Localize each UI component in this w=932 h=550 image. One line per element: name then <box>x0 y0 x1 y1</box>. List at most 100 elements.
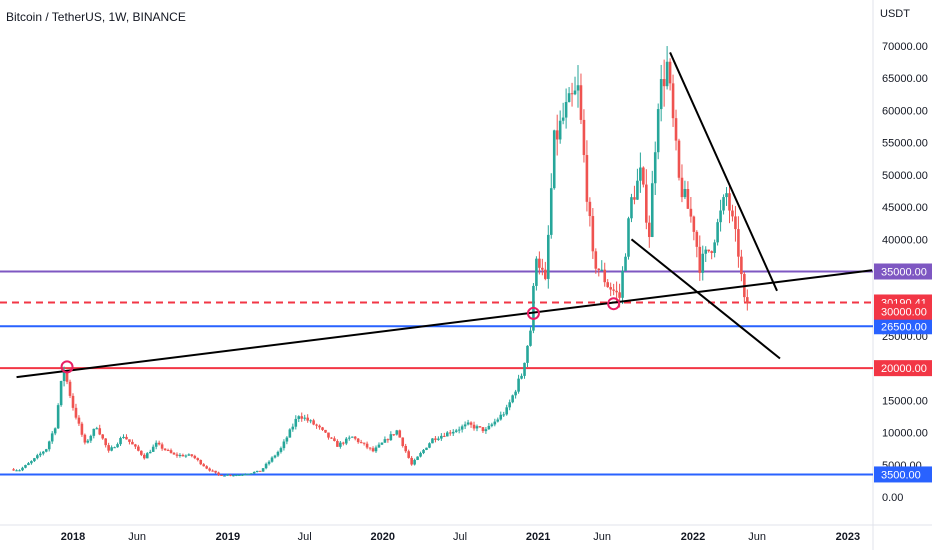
candle-body <box>270 457 274 462</box>
candle-body <box>659 79 663 110</box>
candle-body <box>487 425 491 430</box>
candle-body <box>419 453 422 457</box>
touch-marker <box>60 360 74 374</box>
candles-layer <box>12 46 749 477</box>
candle-body <box>728 193 731 211</box>
candle-body <box>567 93 571 102</box>
candle-body <box>324 429 327 433</box>
candle-body <box>285 437 289 442</box>
candle-body <box>243 474 247 476</box>
candle-body <box>734 216 737 230</box>
candle-body <box>555 130 559 140</box>
candle-body <box>674 118 678 141</box>
candle-body <box>383 439 387 443</box>
level-price-tag <box>874 318 932 335</box>
candle-body <box>342 442 345 444</box>
candle-body <box>184 455 188 457</box>
candle-body <box>538 258 541 268</box>
candle-body <box>377 444 381 448</box>
candle-body <box>44 449 48 452</box>
candle-body <box>508 402 511 408</box>
candle-body <box>511 395 514 403</box>
candle-body <box>746 297 749 304</box>
candle-body <box>612 289 615 291</box>
time-tick-label: Jul <box>298 531 312 543</box>
time-tick-label: 2018 <box>61 531 85 543</box>
candle-body <box>294 418 298 427</box>
candle-body <box>65 370 69 382</box>
time-tick-label: 2021 <box>526 531 550 543</box>
candle-body <box>246 473 250 475</box>
candle-body <box>645 184 648 223</box>
level-price-tag <box>874 263 932 280</box>
candle-body <box>315 424 318 426</box>
candle-body <box>701 253 705 273</box>
candle-body <box>137 446 140 451</box>
price-tick-label: 40000.00 <box>882 234 928 246</box>
time-tick-label: Jul <box>453 531 467 543</box>
candle-body <box>15 470 18 472</box>
candle-body <box>80 423 84 435</box>
price-tick-label: 45000.00 <box>882 202 928 214</box>
candle-body <box>490 424 494 426</box>
candle-body <box>336 440 339 447</box>
candle-body <box>710 251 713 253</box>
candle-body <box>33 458 36 462</box>
candle-body <box>633 197 636 200</box>
candle-body <box>671 83 675 119</box>
candle-body <box>68 381 72 396</box>
candle-body <box>499 414 503 420</box>
candle-body <box>21 467 24 471</box>
time-tick-label: Jun <box>128 531 146 543</box>
price-tick-label: 60000.00 <box>882 105 928 117</box>
candle-body <box>368 447 372 449</box>
candle-body <box>549 188 553 235</box>
candle-body <box>683 189 687 198</box>
candle-body <box>704 249 708 254</box>
candle-body <box>193 455 197 459</box>
time-tick-label: 2022 <box>681 531 705 543</box>
candle-body <box>493 421 497 425</box>
candle-body <box>677 140 681 178</box>
touch-marker <box>607 297 621 311</box>
candle-body <box>50 433 54 442</box>
markers-layer <box>60 297 621 374</box>
candle-body <box>330 437 333 439</box>
candle-body <box>142 454 146 459</box>
candle-body <box>59 381 63 406</box>
candle-body <box>267 461 271 464</box>
time-tick-label: 2023 <box>836 531 860 543</box>
candle-body <box>98 428 102 435</box>
candle-body <box>148 451 152 454</box>
candle-body <box>642 167 645 185</box>
candle-body <box>101 434 105 439</box>
candle-body <box>279 448 283 452</box>
candle-body <box>603 269 607 283</box>
candle-body <box>523 362 526 376</box>
candle-body <box>579 85 583 120</box>
candle-body <box>53 428 57 434</box>
candle-body <box>220 474 223 476</box>
candle-body <box>39 453 42 456</box>
candle-body <box>731 210 734 217</box>
candle-body <box>502 414 506 416</box>
candle-body <box>282 441 286 449</box>
candle-body <box>238 474 241 476</box>
candle-body <box>47 441 51 450</box>
candle-body <box>255 470 259 472</box>
candle-body <box>653 152 657 184</box>
candle-body <box>178 454 182 456</box>
candle-body <box>481 427 485 432</box>
candle-body <box>484 429 488 432</box>
candle-body <box>327 432 330 438</box>
candle-body <box>597 268 601 271</box>
candle-body <box>451 431 455 434</box>
candle-body <box>125 436 128 440</box>
candle-body <box>241 474 244 476</box>
candle-body <box>407 451 410 458</box>
candle-body <box>440 435 443 439</box>
candle-body <box>686 189 690 209</box>
candle-body <box>665 61 669 87</box>
